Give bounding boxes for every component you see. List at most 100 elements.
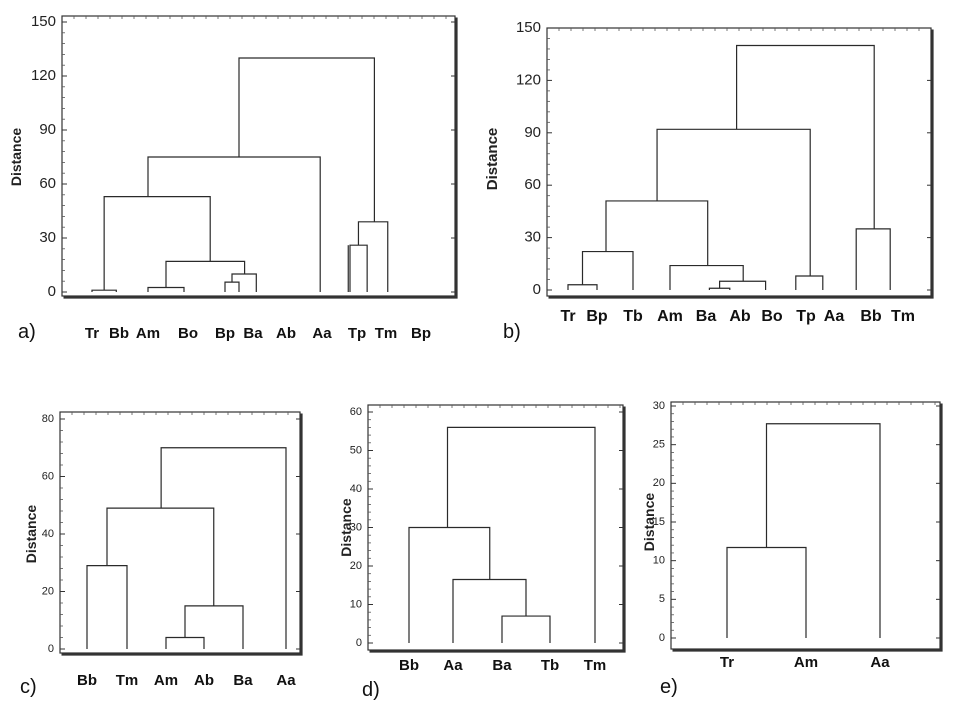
leaf-label: Tp [796, 308, 816, 325]
y-tick-label: 0 [48, 643, 54, 655]
plot-frame [59, 411, 301, 654]
panel-label: c) [20, 676, 37, 698]
y-tick-label: 120 [31, 67, 56, 84]
leaf-label: Aa [443, 657, 463, 674]
leaf-label: Tr [720, 654, 734, 671]
y-tick-label: 90 [39, 121, 56, 138]
y-axis-label: Distance [484, 128, 501, 191]
dendrogram-link [855, 228, 891, 290]
plot-frame [61, 15, 456, 297]
dendrogram-link [103, 196, 211, 291]
leaf-label: Bp [215, 325, 235, 342]
leaf-label: Aa [824, 308, 845, 325]
dendrogram-link [736, 44, 875, 229]
panel-label: a) [18, 321, 36, 343]
y-tick-label: 30 [350, 521, 362, 533]
leaf-label: Bb [399, 657, 419, 674]
leaf-label: Ba [492, 657, 512, 674]
y-tick-label: 20 [350, 560, 362, 572]
leaf-label: Ab [194, 672, 214, 689]
y-axis-label: Distance [8, 128, 24, 187]
leaf-label: Aa [276, 672, 296, 689]
y-tick-label: 0 [533, 281, 541, 298]
dendrogram-link [795, 275, 824, 290]
leaf-label: Tb [541, 657, 559, 674]
dendrogram-panel-1: 0 30 60 90 120 150 Distance Tr Bb Am Bo Bp Ba Ab Aa Tp T… [8, 13, 458, 343]
leaf-label: Bp [411, 325, 431, 342]
leaf-label: Ba [243, 325, 263, 342]
y-tick-label: 10 [350, 598, 362, 610]
y-tick-label: 150 [516, 19, 541, 36]
dendrogram-link [765, 423, 881, 638]
leaf-label: Aa [312, 325, 332, 342]
dendrogram-link [357, 221, 389, 292]
leaf-label: Tr [560, 308, 575, 325]
leaf-label: Am [154, 672, 178, 689]
dendrogram-panel-2: 0 30 60 90 120 150 Distance Tr Bp Tb Am Ba Ab Bo Tp Aa B… [484, 19, 934, 343]
panel-label: e) [660, 676, 678, 698]
leaf-label: Ab [276, 325, 296, 342]
y-tick-label: 40 [42, 528, 54, 540]
leaf-label: Ba [233, 672, 253, 689]
leaf-label: Ab [729, 308, 751, 325]
y-tick-label: 25 [653, 439, 665, 451]
dendrogram-panel-5: 0 5 10 15 20 25 30 Distance Tr Am Aa e) [641, 400, 943, 698]
leaf-label: Tm [375, 325, 398, 342]
dendrogram-panel-4: 0 10 20 30 40 50 60 Distance Bb Aa Ba Tb Tm d) [338, 404, 626, 701]
leaf-label: Am [136, 325, 160, 342]
dendrogram-link [581, 250, 634, 290]
leaf-label: Bo [178, 325, 198, 342]
plot-frame-shadow [672, 403, 943, 652]
y-axis-label: Distance [23, 505, 39, 564]
y-axis-label: Distance [641, 493, 657, 552]
y-tick-label: 0 [356, 637, 362, 649]
y-tick-label: 60 [39, 175, 56, 192]
y-tick-label: 50 [350, 444, 362, 456]
dendrogram-link [147, 156, 321, 292]
dendrogram-panel-3: 0 20 40 60 80 Distance Bb Tm Am Ab Ba Aa c) [20, 411, 303, 698]
dendrogram-link [106, 507, 215, 606]
panel-label: b) [503, 321, 521, 343]
leaf-label: Tb [623, 308, 643, 325]
leaf-label: Tm [116, 672, 139, 689]
leaf-label: Tp [348, 325, 366, 342]
dendrogram-link [656, 128, 811, 277]
leaf-label: Am [794, 654, 818, 671]
plot-frame [367, 404, 624, 651]
leaf-label: Tm [584, 657, 607, 674]
leaf-label: Bb [109, 325, 129, 342]
y-tick-label: 20 [42, 585, 54, 597]
dendrogram-link [238, 57, 375, 222]
y-tick-label: 5 [659, 593, 665, 605]
y-tick-label: 0 [659, 632, 665, 644]
y-tick-label: 30 [39, 229, 56, 246]
leaf-label: Tr [85, 325, 99, 342]
y-tick-label: 30 [524, 229, 541, 246]
leaf-label: Bb [860, 308, 882, 325]
leaf-label: Am [657, 308, 683, 325]
y-axis-label: Distance [338, 498, 354, 557]
y-tick-label: 40 [350, 483, 362, 495]
y-tick-label: 20 [653, 477, 665, 489]
y-tick-label: 90 [524, 124, 541, 141]
leaf-label: Ba [696, 308, 717, 325]
leaf-label: Aa [870, 654, 890, 671]
leaf-label: Bo [761, 308, 783, 325]
panel-label: d) [362, 679, 380, 701]
dendrogram-link [669, 264, 744, 290]
plot-frame [546, 27, 932, 297]
plot-frame-shadow [61, 413, 303, 656]
plot-frame-shadow [369, 406, 626, 653]
y-tick-label: 15 [653, 516, 665, 528]
dendrogram-link [160, 447, 287, 649]
leaf-label: Tm [891, 308, 915, 325]
dendrogram-link [446, 426, 596, 643]
y-tick-label: 60 [42, 470, 54, 482]
leaf-label: Bp [586, 308, 608, 325]
plot-frame-shadow [548, 29, 934, 299]
y-tick-label: 150 [31, 13, 56, 30]
dendrogram-link [165, 260, 246, 288]
dendrogram-link [719, 280, 767, 290]
y-tick-label: 30 [653, 400, 665, 412]
